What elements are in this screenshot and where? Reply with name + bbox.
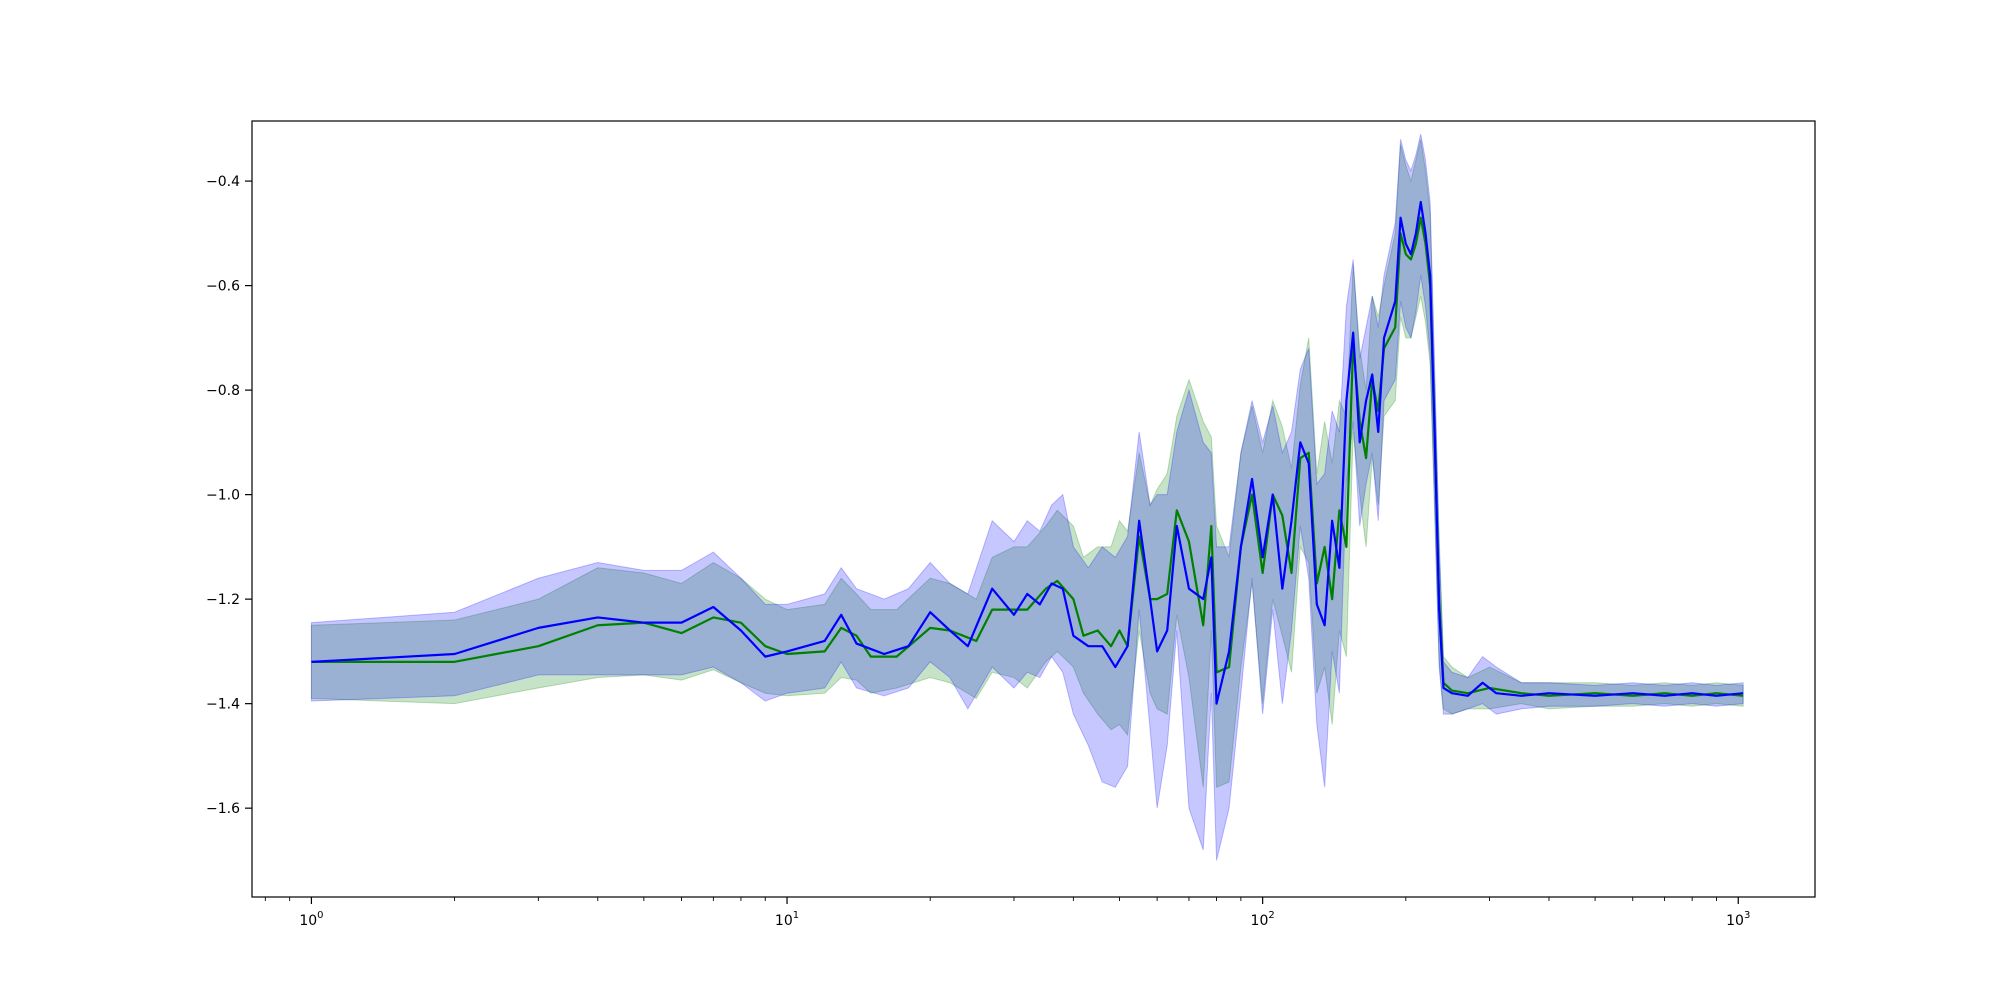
series-1-band bbox=[310, 139, 1744, 789]
confidence-bands bbox=[310, 133, 1744, 861]
y-tick-label: −1.6 bbox=[206, 801, 240, 817]
series-2-line bbox=[311, 200, 1744, 705]
y-tick-label: −1.2 bbox=[206, 592, 240, 608]
y-tick-label: −1.4 bbox=[206, 697, 240, 713]
plot-frame bbox=[251, 120, 1816, 898]
x-tick-label: 100 bbox=[299, 910, 323, 929]
series-2-band bbox=[310, 133, 1744, 861]
x-tick-label: 102 bbox=[1251, 910, 1275, 929]
x-tick-label: 103 bbox=[1726, 910, 1750, 929]
y-tick-label: −0.8 bbox=[206, 383, 240, 399]
y-axis: −0.4 −0.6 −0.8 −1.0 −1.2 −1.4 −1.6 bbox=[206, 174, 252, 817]
y-tick-label: −0.6 bbox=[206, 279, 240, 295]
series-lines bbox=[311, 200, 1744, 705]
x-axis: 100 101 102 103 bbox=[264, 897, 1750, 929]
y-tick-label: −0.4 bbox=[206, 174, 240, 190]
x-tick-label: 101 bbox=[775, 910, 799, 929]
y-tick-label: −1.0 bbox=[206, 488, 240, 504]
